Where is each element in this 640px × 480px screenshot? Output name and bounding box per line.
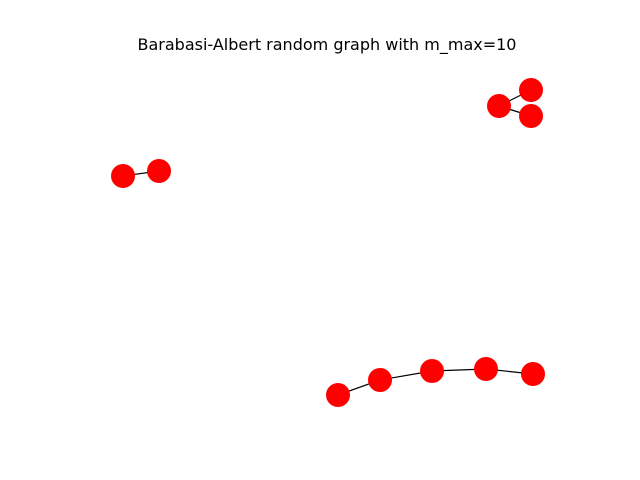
nodes-layer bbox=[111, 78, 545, 407]
graph-node-0 bbox=[111, 164, 135, 188]
graph-node-8 bbox=[474, 357, 498, 381]
graph-node-1 bbox=[147, 159, 171, 183]
graph-node-2 bbox=[487, 94, 511, 118]
graph-node-6 bbox=[368, 368, 392, 392]
graph-node-5 bbox=[326, 383, 350, 407]
graph-node-9 bbox=[521, 362, 545, 386]
graph-node-3 bbox=[519, 78, 543, 102]
edges-layer bbox=[122, 89, 534, 396]
graph-node-4 bbox=[519, 104, 543, 128]
graph-node-7 bbox=[420, 359, 444, 383]
graph-title: Barabasi-Albert random graph with m_max=… bbox=[138, 35, 517, 55]
